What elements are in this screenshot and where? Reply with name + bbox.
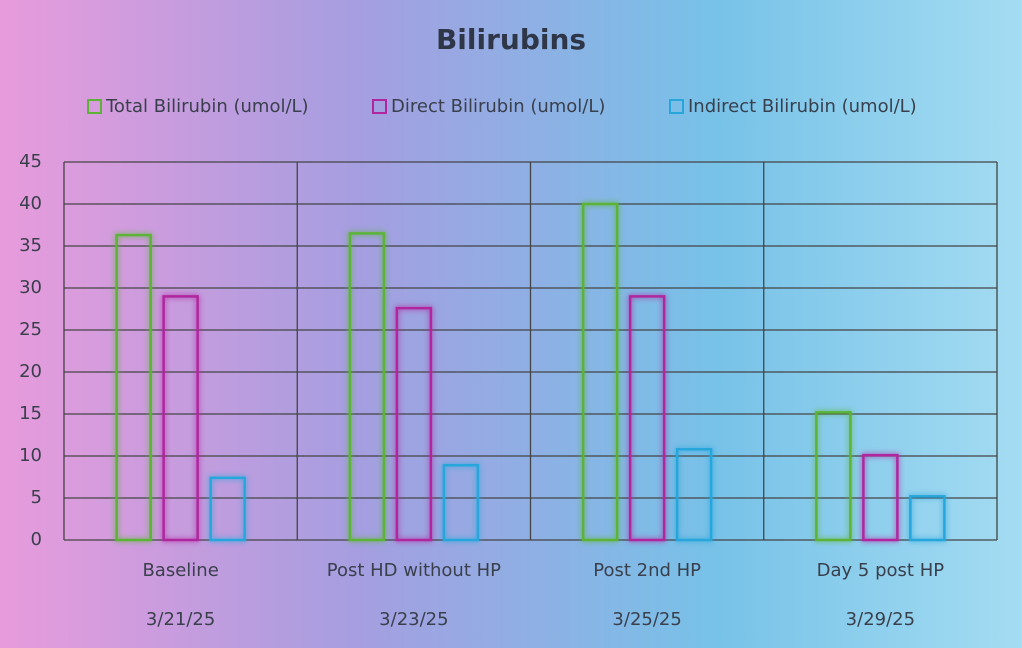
bar [395, 306, 433, 542]
y-tick-label: 10 [19, 445, 42, 466]
legend-label: Total Bilirubin (umol/L) [105, 96, 309, 117]
x-date-label: 3/23/25 [379, 609, 448, 630]
x-tick-label: Baseline [142, 560, 218, 581]
legend-label: Direct Bilirubin (umol/L) [391, 96, 605, 117]
bar [115, 233, 152, 542]
bar [815, 411, 852, 542]
x-date-label: 3/29/25 [846, 609, 915, 630]
bar [675, 448, 713, 542]
y-tick-label: 15 [19, 403, 42, 424]
x-tick-label: Post 2nd HP [593, 560, 701, 581]
x-tick-label: Post HD without HP [327, 560, 501, 581]
x-tick-label: Day 5 post HP [817, 560, 945, 581]
y-tick-label: 45 [19, 151, 42, 172]
y-tick-label: 5 [31, 487, 42, 508]
y-tick-label: 30 [19, 277, 42, 298]
y-tick-label: 0 [31, 529, 42, 550]
bar [209, 476, 246, 542]
y-tick-label: 25 [19, 319, 42, 340]
y-tick-label: 35 [19, 235, 42, 256]
x-date-label: 3/21/25 [146, 609, 215, 630]
bar [162, 295, 199, 542]
bar [581, 202, 619, 542]
x-date-label: 3/25/25 [612, 609, 681, 630]
legend-swatch [669, 99, 684, 114]
legend-label: Indirect Bilirubin (umol/L) [688, 96, 917, 117]
bar [909, 495, 946, 542]
y-tick-label: 20 [19, 361, 42, 382]
bar [348, 232, 386, 542]
legend-swatch [87, 99, 102, 114]
bar [862, 453, 899, 542]
bar [628, 295, 666, 542]
y-tick-label: 40 [19, 193, 42, 214]
legend-swatch [372, 99, 387, 114]
chart-title: Bilirubins [436, 23, 586, 56]
bar [442, 463, 480, 542]
